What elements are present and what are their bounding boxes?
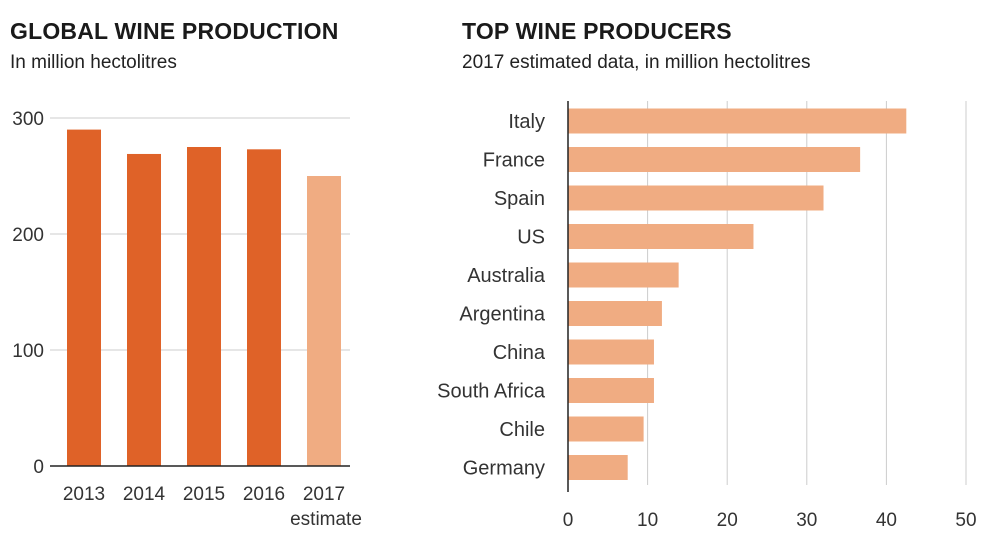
right-x-tick-label: 20 (717, 510, 738, 531)
left-chart-title: GLOBAL WINE PRODUCTION (10, 18, 339, 44)
right-x-tick-label: 40 (876, 510, 897, 531)
left-x-tick-label: 2015 (183, 484, 225, 505)
right-category-label: Germany (463, 458, 545, 480)
right-bar-south-africa (568, 378, 654, 403)
right-bar-italy (568, 108, 907, 134)
right-x-tick-label: 0 (563, 510, 574, 531)
left-bar-2014 (127, 153, 161, 466)
right-x-tick-label: 10 (637, 510, 658, 531)
left-bar-2015 (187, 147, 221, 466)
right-category-label: US (517, 227, 545, 249)
right-bar-us (568, 224, 754, 249)
right-bar-france (568, 147, 861, 172)
right-bar-chile (568, 416, 644, 442)
left-x-tick-label: 2014 (123, 484, 166, 505)
right-chart-title: TOP WINE PRODUCERS (462, 18, 732, 44)
left-x-tick-label: 2016 (243, 484, 285, 505)
right-bar-germany (568, 455, 628, 480)
left-chart-subtitle: In million hectolitres (10, 52, 177, 73)
right-x-tick-label: 50 (955, 510, 976, 531)
left-bar-2013 (67, 129, 101, 466)
right-bar-spain (568, 185, 824, 211)
right-category-label: Spain (494, 188, 545, 210)
right-category-label: Argentina (459, 304, 545, 326)
right-category-label: South Africa (437, 381, 546, 403)
right-bar-australia (568, 262, 679, 288)
right-bar-argentina (568, 301, 662, 326)
right-category-label: France (483, 150, 545, 172)
left-x-tick-label: 2017 (303, 484, 345, 505)
left-bar-2017 (307, 176, 341, 466)
left-y-tick-label: 300 (12, 109, 44, 130)
left-x-tick-label: 2013 (63, 484, 105, 505)
right-category-label: Australia (467, 265, 546, 287)
left-bar-2016 (247, 149, 281, 466)
right-bar-china (568, 339, 654, 365)
left-y-tick-label: 100 (12, 341, 44, 362)
left-y-tick-label: 200 (12, 225, 44, 246)
right-category-label: Chile (499, 419, 545, 441)
left-y-tick-label: 0 (33, 457, 44, 478)
right-chart-subtitle: 2017 estimated data, in million hectolit… (462, 52, 811, 73)
right-x-tick-label: 30 (796, 510, 817, 531)
right-category-label: Italy (508, 111, 545, 133)
left-x-tick-sublabel: estimate (290, 509, 362, 530)
right-category-label: China (493, 342, 546, 364)
